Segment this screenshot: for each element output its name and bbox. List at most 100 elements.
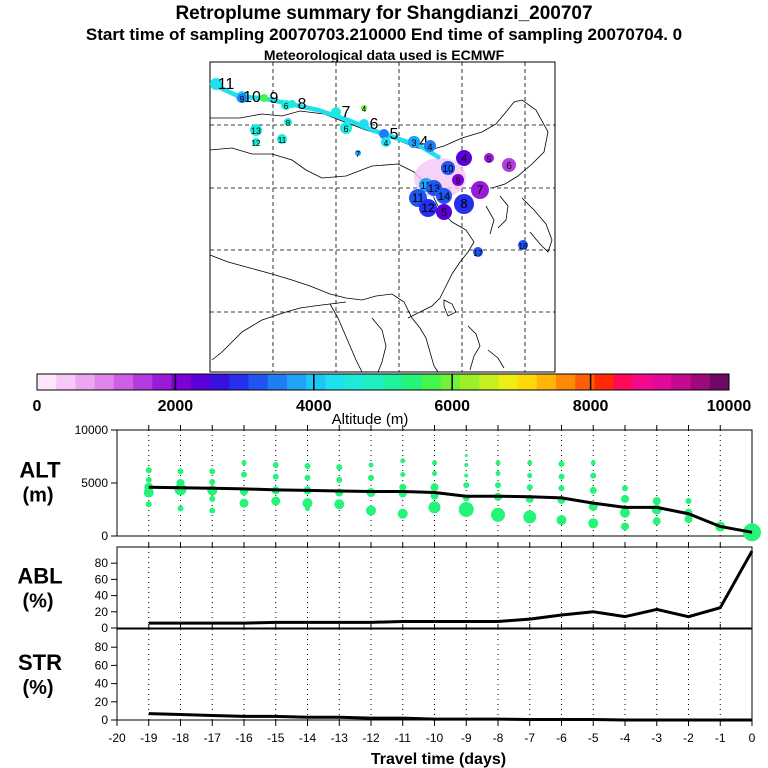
altitude-dot: [684, 515, 693, 524]
panel-abl: 0 20 40 60 80 ABL(%): [17, 542, 754, 635]
x-tick-label: -2: [683, 731, 694, 745]
colorbar-cell: [594, 374, 615, 390]
colorbar-cell: [363, 374, 384, 390]
altitude-dot: [432, 470, 437, 476]
altitude-dot: [685, 498, 692, 505]
colorbar-cell: [421, 374, 442, 390]
plume-day-label: 8: [286, 119, 291, 128]
colorbar-cell: [709, 374, 730, 390]
altitude-dot: [464, 453, 468, 457]
colorbar-cell: [383, 374, 403, 390]
colorbar-cell: [37, 374, 57, 390]
x-tick-label: -11: [395, 731, 412, 745]
y-tick-label: 40: [95, 677, 109, 691]
colorbar-tick-label: 4000: [296, 398, 332, 415]
colorbar-cell: [190, 374, 211, 390]
altitude-dot: [652, 497, 661, 506]
altitude-dot: [558, 473, 565, 480]
altitude-dot: [432, 460, 437, 466]
plume-marker: [237, 93, 247, 103]
plume-day-label: 7: [477, 183, 484, 197]
altitude-dot: [336, 464, 343, 471]
altitude-colorbar: 0 2000 4000 6000 8000 10000 Altitude (m): [33, 373, 751, 428]
plume-marker: [484, 153, 494, 163]
altitude-dot: [428, 501, 441, 514]
trajectory-day-label: 10: [243, 89, 261, 106]
plume-marker: [502, 158, 516, 172]
altitude-dot: [400, 458, 406, 464]
x-tick-label: -4: [620, 731, 631, 745]
plume-day-label: 7: [356, 150, 361, 159]
altitude-dot: [464, 462, 469, 467]
mean-altitude-line: [148, 485, 753, 534]
x-tick-label: -14: [299, 731, 317, 745]
plume-marker: [340, 122, 352, 134]
plume-day-label: 6: [506, 161, 512, 172]
trajectory-day-label: 7: [342, 104, 351, 121]
y-tick-label: 10000: [75, 423, 109, 437]
trajectory-day-label: 4: [420, 134, 429, 151]
plume-marker: [452, 174, 464, 186]
altitude-dot: [558, 485, 565, 492]
trajectory-day-label: 9: [270, 90, 279, 107]
meteo-subtitle: Meteorological data used is ECMWF: [263, 47, 505, 63]
altitude-dot: [558, 460, 565, 467]
panel-unit: (%): [22, 590, 53, 612]
colorbar-cell: [517, 374, 538, 390]
plume-day-label: 10: [442, 164, 454, 175]
colorbar-cell: [690, 374, 711, 390]
panel-label: ALT: [19, 458, 61, 483]
altitude-dot: [495, 482, 501, 489]
colorbar-cell: [94, 374, 115, 390]
x-tick-label: -7: [524, 731, 535, 745]
plume-marker: [436, 204, 452, 220]
y-tick-label: 60: [95, 572, 109, 586]
plume-marker: [381, 137, 391, 147]
altitude-dot: [589, 486, 597, 494]
trajectory-marker: [359, 119, 369, 129]
altitude-dot: [272, 461, 279, 468]
plume-marker: [456, 150, 472, 166]
colorbar-tick-label: 8000: [573, 398, 609, 415]
plume-day-label: 13: [428, 183, 440, 195]
altitude-dot: [302, 498, 313, 509]
plume-marker: [473, 247, 483, 257]
altitude-dot: [209, 478, 216, 485]
altitude-dot: [239, 498, 249, 508]
altitude-dot: [304, 474, 311, 481]
plume-marker: [424, 140, 436, 152]
altitude-dot: [527, 460, 533, 466]
y-tick-label: 0: [101, 713, 108, 727]
plume-marker: [281, 100, 291, 110]
plume-day-label: 3: [411, 138, 416, 148]
colorbar-cell: [498, 374, 518, 390]
colorbar-tick-label: 2000: [158, 398, 194, 415]
altitude-dot: [177, 505, 184, 512]
plume-day-label: 6: [284, 102, 289, 111]
colorbar-cell: [556, 374, 576, 390]
trajectory-day-label: 11: [218, 76, 235, 93]
x-tick-label: -18: [172, 731, 190, 745]
altitude-dot: [463, 482, 470, 489]
altitude-dot: [495, 470, 501, 476]
panel-unit: (m): [22, 485, 53, 507]
trajectory-day-label: 6: [370, 116, 379, 133]
x-tick-label: -19: [140, 731, 158, 745]
plume-marker: [250, 124, 262, 136]
x-tick-label: -20: [108, 731, 126, 745]
plume-marker: [454, 194, 474, 214]
colorbar-cell: [152, 374, 172, 390]
panel-unit: (%): [22, 677, 53, 699]
x-axis-title: Travel time (days): [371, 751, 506, 768]
colorbar-label: Altitude (m): [332, 411, 409, 428]
trajectory-marker: [210, 78, 222, 90]
altitude-dot: [652, 517, 661, 526]
y-tick-label: 40: [95, 589, 109, 603]
colorbar-cell: [171, 374, 192, 390]
altitude-dot: [336, 476, 343, 483]
altitude-dot: [430, 483, 439, 492]
altitude-dot: [526, 484, 533, 491]
altitude-dot: [209, 495, 216, 502]
